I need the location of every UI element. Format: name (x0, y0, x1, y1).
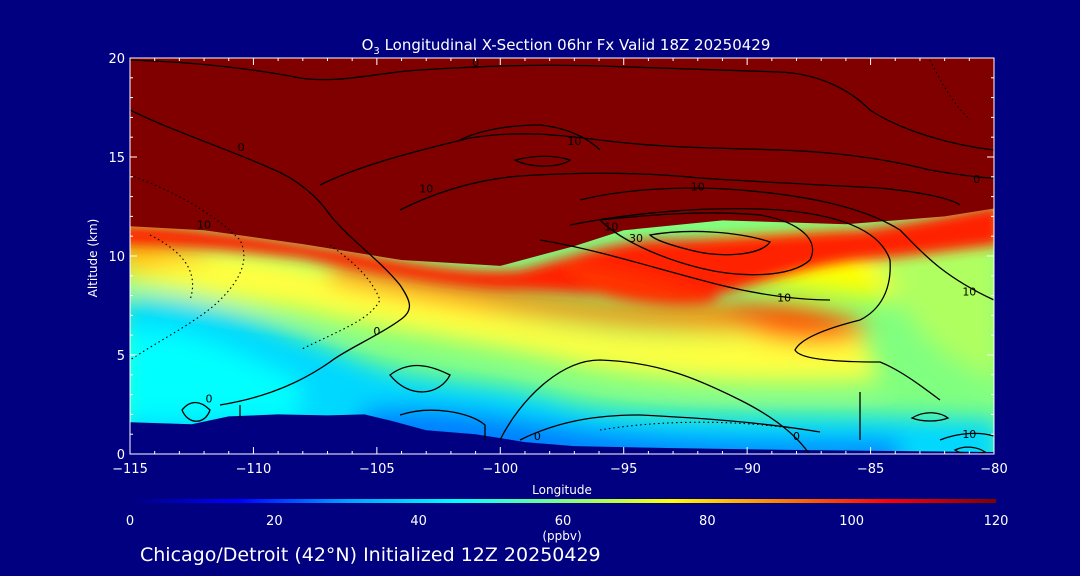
contour-label: 10 (691, 181, 705, 194)
contour-label: 0 (472, 56, 479, 69)
y-tick-label: 0 (117, 448, 125, 463)
chart-title: O3 Longitudinal X-Section 06hr Fx Valid … (362, 36, 771, 57)
x-axis-label: Longitude (532, 483, 592, 497)
colorbar-ticks: 0 20 40 60 80 100 120 (126, 514, 1009, 529)
contour-label: 0 (205, 393, 212, 406)
contour-label: 10 (567, 135, 581, 148)
contour-label: 0 (238, 141, 245, 154)
dotted-contours (130, 59, 971, 431)
y-tick-label: 10 (108, 250, 125, 265)
contour-label: 10 (604, 220, 618, 233)
colorbar-tick-label: 80 (699, 514, 716, 529)
y-axis-label: Altitude (km) (86, 219, 100, 298)
x-tick-label: −100 (482, 462, 518, 477)
y-tick-label: 5 (117, 349, 125, 364)
colorbar-tick-label: 20 (266, 514, 283, 529)
x-tick-label: −90 (733, 462, 760, 477)
colorbar-tick-label: 0 (126, 514, 134, 529)
colorbar-tick-label: 40 (410, 514, 427, 529)
colorbar-tick-label: 100 (839, 514, 864, 529)
contour-label: 0 (534, 430, 541, 443)
contour-labels: 0 0 10 10 10 10 30 10 10 10 0 0 0 0 0 10 (197, 56, 980, 443)
y-tick-label: 15 (108, 151, 125, 166)
colorbar (130, 499, 996, 503)
contour-label: 10 (962, 286, 976, 299)
x-axis: −115 −110 −105 −100 −95 −90 −85 −80 (112, 58, 1008, 477)
x-tick-label: −80 (980, 462, 1007, 477)
ozone-field: 0 0 10 10 10 10 30 10 10 10 0 0 0 0 0 10 (130, 56, 994, 454)
y-tick-label: 20 (108, 52, 125, 67)
x-tick-label: −110 (236, 462, 272, 477)
contour-label: 10 (777, 292, 791, 305)
contour-label: 0 (793, 430, 800, 443)
x-tick-label: −105 (359, 462, 395, 477)
colorbar-tick-label: 60 (555, 514, 572, 529)
colorbar-unit: (ppbv) (542, 529, 581, 543)
footer-caption: Chicago/Detroit (42°N) Initialized 12Z 2… (140, 544, 601, 566)
colorbar-tick-label: 120 (984, 514, 1009, 529)
contour-label: 10 (197, 218, 211, 231)
contour-label: 0 (973, 173, 980, 186)
contour-label: 0 (373, 325, 380, 338)
x-tick-label: −85 (857, 462, 884, 477)
contour-label: 10 (962, 428, 976, 441)
stratosphere-region (130, 58, 994, 266)
x-tick-label: −95 (610, 462, 637, 477)
y-axis: 0 5 10 15 20 (108, 52, 994, 463)
x-tick-label: −115 (112, 462, 148, 477)
contour-label: 30 (629, 232, 643, 245)
terrain (130, 414, 994, 454)
contour-lines (130, 59, 994, 454)
contour-label: 10 (419, 183, 433, 196)
